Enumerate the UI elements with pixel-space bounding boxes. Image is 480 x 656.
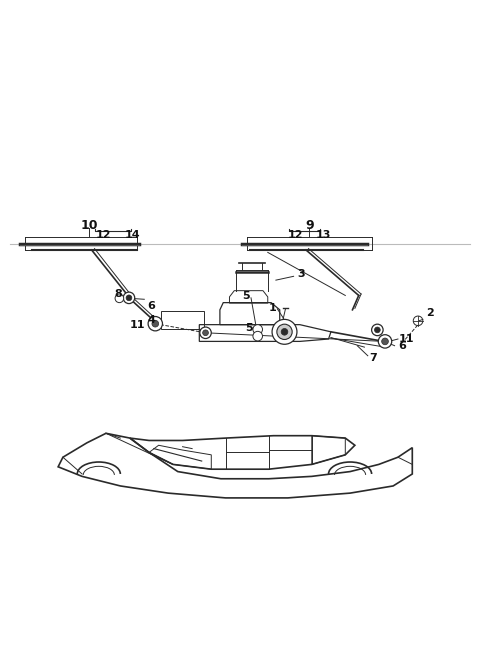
Circle shape: [253, 325, 263, 334]
Text: 2: 2: [427, 308, 434, 318]
Circle shape: [115, 294, 124, 302]
Text: 11: 11: [129, 319, 145, 330]
Text: 9: 9: [305, 218, 314, 232]
Circle shape: [152, 320, 158, 327]
Circle shape: [126, 295, 132, 300]
Circle shape: [203, 330, 208, 336]
Circle shape: [378, 335, 392, 348]
Text: 7: 7: [369, 353, 377, 363]
Circle shape: [281, 329, 288, 335]
Circle shape: [372, 324, 383, 336]
Text: 13: 13: [316, 230, 332, 239]
Circle shape: [200, 327, 211, 338]
Text: 10: 10: [81, 218, 98, 232]
Text: 14: 14: [124, 230, 140, 239]
Text: 11: 11: [399, 334, 414, 344]
Circle shape: [277, 324, 292, 340]
Circle shape: [382, 338, 388, 345]
Text: 5: 5: [245, 323, 252, 333]
Text: 1: 1: [269, 303, 276, 313]
Text: 3: 3: [298, 270, 305, 279]
Text: 6: 6: [147, 300, 156, 310]
Text: 4: 4: [147, 315, 156, 325]
Bar: [161, 311, 204, 329]
Text: 5: 5: [242, 291, 250, 301]
Text: 12: 12: [96, 230, 111, 239]
Circle shape: [253, 331, 263, 341]
Circle shape: [272, 319, 297, 344]
Circle shape: [148, 316, 162, 331]
Text: 8: 8: [114, 289, 122, 298]
Text: 12: 12: [288, 230, 303, 239]
Circle shape: [123, 292, 135, 304]
Circle shape: [374, 327, 380, 333]
Text: 6: 6: [398, 341, 406, 351]
